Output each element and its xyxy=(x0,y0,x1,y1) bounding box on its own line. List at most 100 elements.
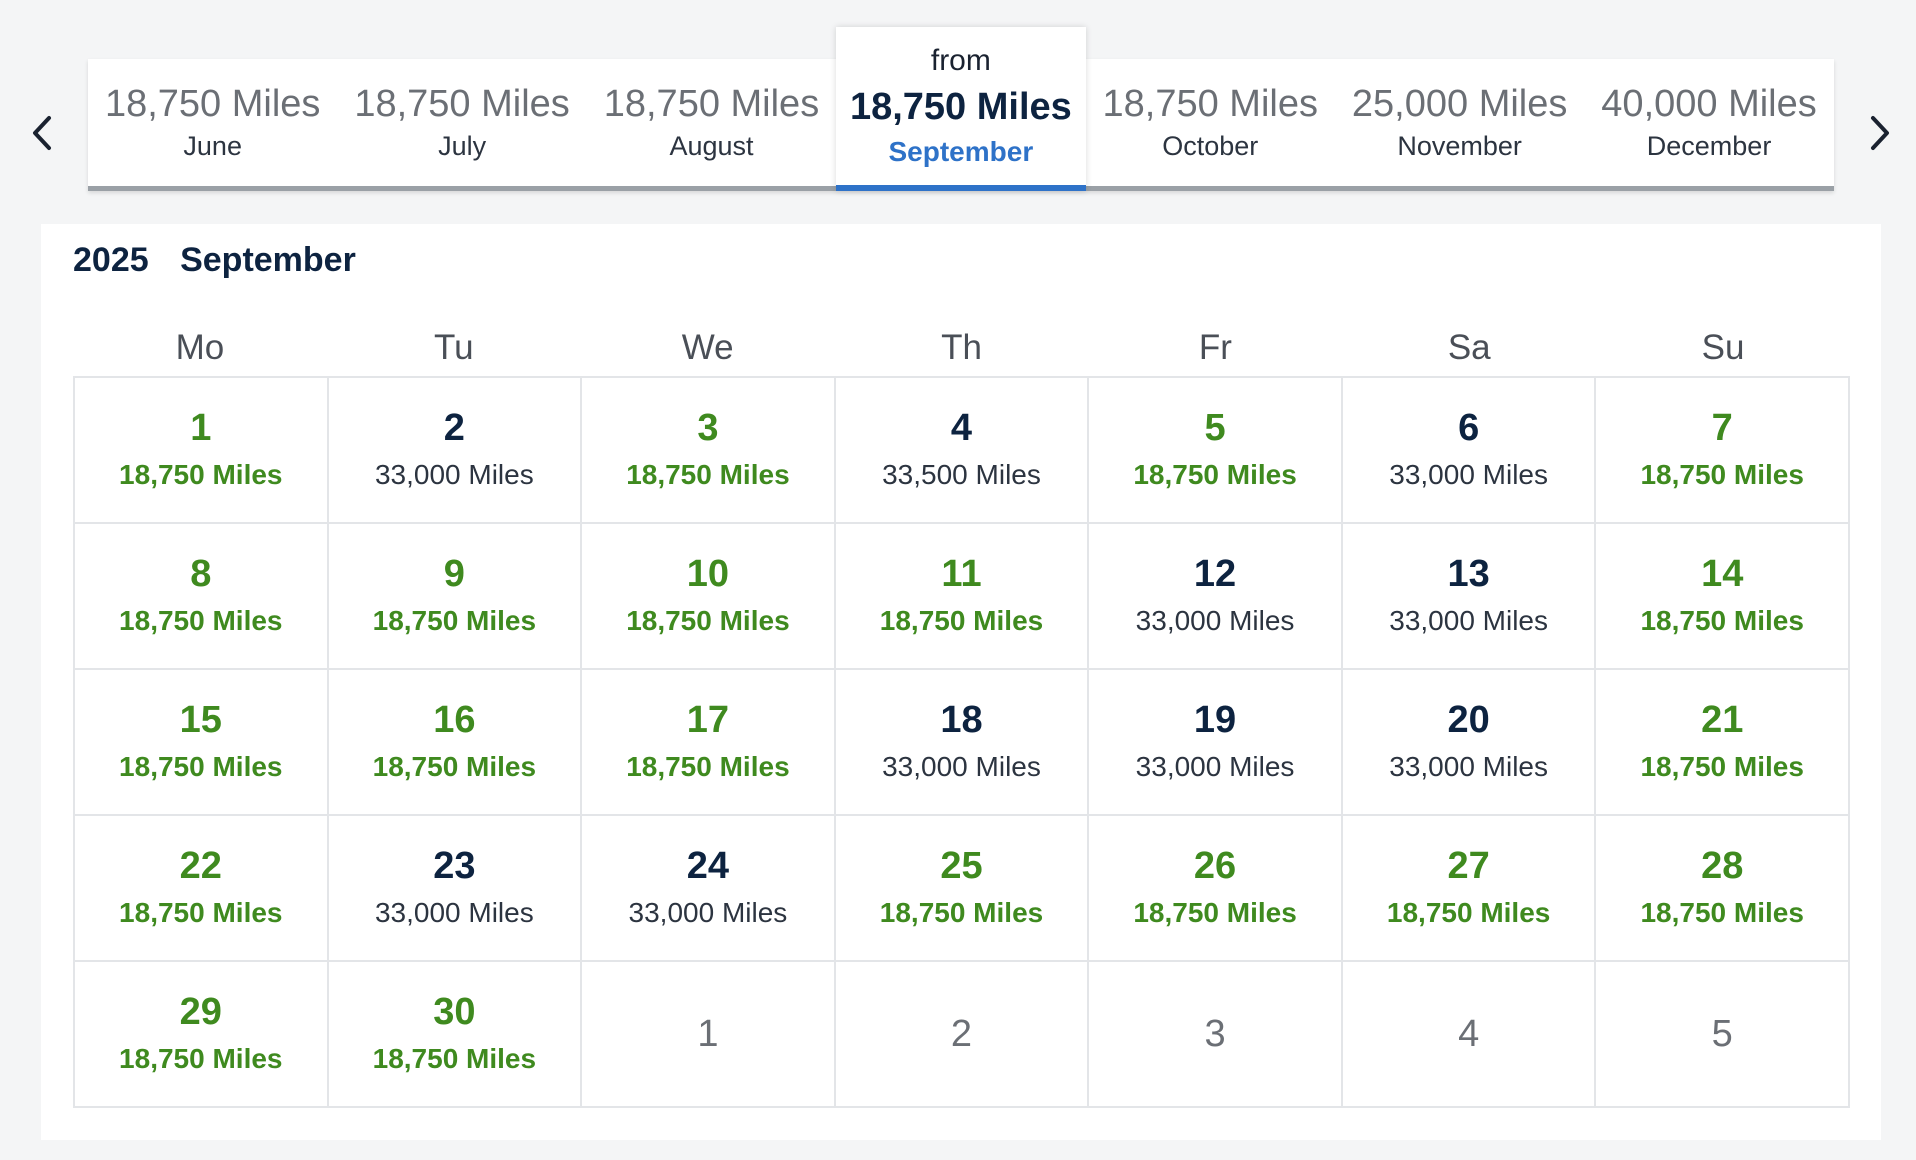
day-miles: 18,750 Miles xyxy=(119,605,283,636)
month-name: August xyxy=(669,130,754,161)
calendar-day[interactable]: 30 18,750 Miles xyxy=(328,962,583,1108)
day-miles: 18,750 Miles xyxy=(119,1043,283,1074)
day-number: 3 xyxy=(697,407,719,449)
day-miles: 18,750 Miles xyxy=(1386,897,1551,928)
weekday-label: Fr xyxy=(1198,328,1232,367)
day-number: 12 xyxy=(1193,553,1237,595)
calendar-day[interactable]: 4 33,500 Miles xyxy=(835,378,1090,524)
day-number: 29 xyxy=(179,991,222,1033)
day-number: 19 xyxy=(1193,699,1237,741)
month-selector: 18,750 Miles June 18,750 Miles July 18,750 M… xyxy=(88,27,1834,191)
month-tab-september[interactable]: from 18,750 Miles September xyxy=(836,27,1086,191)
month-tab-december[interactable]: 40,000 Miles December xyxy=(1584,59,1833,186)
day-miles: 18,750 Miles xyxy=(1133,459,1297,490)
calendar-day[interactable]: 3 18,750 Miles xyxy=(582,378,836,524)
calendar-year: 2025 xyxy=(73,241,149,279)
calendar-day[interactable]: 18 33,000 Miles xyxy=(835,670,1090,816)
day-number: 13 xyxy=(1447,553,1490,595)
calendar-day[interactable]: 21 18,750 Miles xyxy=(1596,670,1850,816)
calendar-day[interactable]: 23 33,000 Miles xyxy=(328,816,583,962)
calendar-day[interactable]: 25 18,750 Miles xyxy=(835,816,1090,962)
prev-month-button[interactable] xyxy=(12,103,72,163)
month-miles: 25,000 Miles xyxy=(1351,82,1568,125)
calendar-day[interactable]: 20 33,000 Miles xyxy=(1342,670,1597,816)
day-miles: 18,750 Miles xyxy=(1640,897,1804,928)
month-tab-july[interactable]: 18,750 Miles July xyxy=(337,59,586,186)
day-miles: 18,750 Miles xyxy=(372,751,537,782)
month-tab-june[interactable]: 18,750 Miles June xyxy=(88,59,337,186)
calendar-day[interactable]: 17 18,750 Miles xyxy=(582,670,836,816)
chevron-left-icon xyxy=(33,116,51,150)
day-number: 30 xyxy=(433,991,476,1033)
day-number: 25 xyxy=(940,845,983,887)
month-tab-november[interactable]: 25,000 Miles November xyxy=(1335,59,1584,186)
day-number: 1 xyxy=(697,1013,719,1055)
day-miles: 33,000 Miles xyxy=(374,897,534,928)
calendar-day[interactable]: 7 18,750 Miles xyxy=(1596,378,1850,524)
next-month-button[interactable] xyxy=(1850,103,1910,163)
calendar-day[interactable]: 24 33,000 Miles xyxy=(582,816,836,962)
day-miles: 18,750 Miles xyxy=(626,605,790,636)
calendar-day[interactable]: 11 18,750 Miles xyxy=(835,524,1090,670)
day-number: 1 xyxy=(190,407,212,449)
month-name: June xyxy=(183,130,242,161)
weekday-header: Mo Tu We Th Fr Sa Su xyxy=(73,320,1850,376)
day-number: 9 xyxy=(443,553,465,595)
calendar-day[interactable]: 29 18,750 Miles xyxy=(75,962,329,1108)
day-number: 8 xyxy=(190,553,212,595)
day-number: 5 xyxy=(1711,1013,1733,1055)
calendar-day[interactable]: 10 18,750 Miles xyxy=(582,524,836,670)
day-number: 2 xyxy=(443,407,465,449)
calendar-day[interactable]: 19 33,000 Miles xyxy=(1089,670,1343,816)
day-number: 10 xyxy=(686,553,730,595)
month-name: July xyxy=(438,130,487,161)
day-number: 16 xyxy=(433,699,476,741)
day-number: 20 xyxy=(1447,699,1490,741)
calendar-day[interactable]: 26 18,750 Miles xyxy=(1089,816,1343,962)
day-miles: 18,750 Miles xyxy=(879,897,1044,928)
calendar-day[interactable]: 14 18,750 Miles xyxy=(1596,524,1850,670)
day-miles: 18,750 Miles xyxy=(879,605,1044,636)
day-miles: 18,750 Miles xyxy=(372,605,537,636)
day-number: 17 xyxy=(686,699,730,741)
calendar-day[interactable]: 5 18,750 Miles xyxy=(1089,378,1343,524)
weekday-label: Su xyxy=(1701,328,1745,367)
day-miles: 18,750 Miles xyxy=(372,1043,537,1074)
month-name: November xyxy=(1397,130,1522,161)
day-number: 5 xyxy=(1204,407,1226,449)
calendar-day[interactable]: 15 18,750 Miles xyxy=(75,670,329,816)
calendar-day[interactable]: 1 18,750 Miles xyxy=(75,378,329,524)
day-miles: 33,000 Miles xyxy=(628,897,788,928)
day-miles: 33,000 Miles xyxy=(374,459,534,490)
calendar-day[interactable]: 27 18,750 Miles xyxy=(1342,816,1597,962)
day-number: 28 xyxy=(1701,845,1744,887)
weekday-label: Th xyxy=(941,328,982,367)
calendar-day[interactable]: 6 33,000 Miles xyxy=(1342,378,1597,524)
day-miles: 33,000 Miles xyxy=(1389,459,1549,490)
month-name: October xyxy=(1162,130,1259,161)
month-miles: 18,750 Miles xyxy=(849,86,1072,128)
chevron-right-icon xyxy=(1871,116,1889,150)
month-name: December xyxy=(1646,130,1772,161)
day-number: 4 xyxy=(950,407,973,449)
day-miles: 33,000 Miles xyxy=(1389,605,1549,636)
calendar-day[interactable]: 16 18,750 Miles xyxy=(328,670,583,816)
outside-month-day: 1 xyxy=(582,962,836,1108)
calendar-day[interactable]: 12 33,000 Miles xyxy=(1089,524,1343,670)
month-miles: 18,750 Miles xyxy=(354,82,570,125)
outside-month-day: 4 xyxy=(1342,962,1597,1108)
calendar-day[interactable]: 13 33,000 Miles xyxy=(1342,524,1597,670)
calendar-day[interactable]: 22 18,750 Miles xyxy=(75,816,329,962)
calendar-day[interactable]: 8 18,750 Miles xyxy=(75,524,329,670)
day-number: 22 xyxy=(179,845,222,887)
month-miles: 40,000 Miles xyxy=(1601,82,1817,125)
month-miles: 18,750 Miles xyxy=(603,82,820,125)
calendar-heading: 2025 September xyxy=(73,230,378,290)
calendar-day[interactable]: 28 18,750 Miles xyxy=(1596,816,1850,962)
weekday-label: Mo xyxy=(175,328,225,367)
month-tab-august[interactable]: 18,750 Miles August xyxy=(587,59,836,186)
month-tab-october[interactable]: 18,750 Miles October xyxy=(1086,59,1335,186)
calendar-day[interactable]: 9 18,750 Miles xyxy=(328,524,583,670)
weekday-label: Sa xyxy=(1447,328,1491,367)
calendar-day[interactable]: 2 33,000 Miles xyxy=(328,378,583,524)
